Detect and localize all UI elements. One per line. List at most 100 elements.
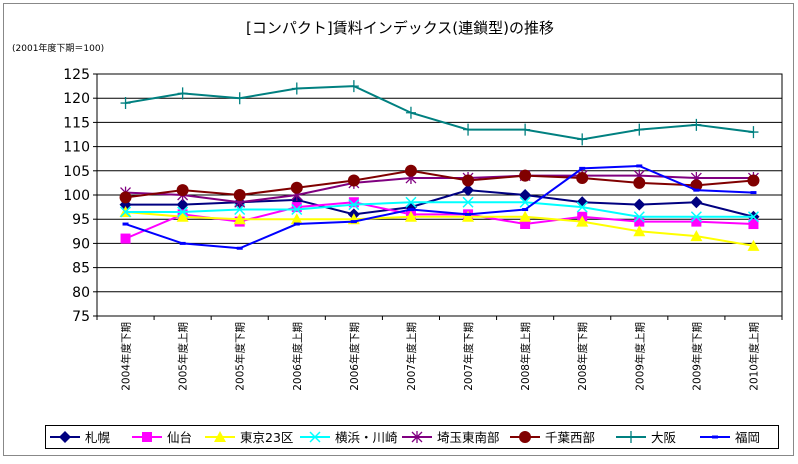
data-point [690, 211, 702, 223]
data-point [748, 126, 759, 139]
legend-label: 横浜・川崎 [335, 430, 398, 445]
y-tick-label: 75 [72, 309, 90, 325]
legend-item: 千葉西部 [510, 430, 595, 445]
data-point [234, 92, 245, 105]
y-tick-label: 85 [72, 261, 90, 277]
data-point [177, 87, 188, 100]
series-line [125, 169, 754, 199]
x-tick-label: 2006年度下期 [348, 322, 361, 391]
x-tick-label: 2010年度上期 [747, 322, 760, 391]
data-point [633, 176, 646, 189]
data-point [634, 216, 645, 227]
y-tick-label: 115 [63, 115, 90, 131]
data-point [290, 213, 303, 225]
data-point [290, 181, 303, 194]
data-point [462, 174, 475, 187]
x-tick-label: 2009年度上期 [633, 322, 646, 391]
data-point [691, 118, 702, 131]
legend-label: 大阪 [651, 430, 677, 445]
data-point [404, 164, 417, 177]
legend-item: 横浜・川崎 [300, 430, 398, 445]
legend-marker [411, 431, 423, 443]
legend-marker [142, 432, 152, 442]
data-point [120, 206, 132, 218]
legend-marker [519, 431, 531, 443]
series-line [125, 189, 754, 218]
x-tick-label: 2009年度下期 [690, 322, 703, 391]
legend: 札幌 仙台 東京23区 横浜・川崎 埼玉東南部 千葉西部 大阪 福岡 [45, 425, 779, 449]
series-6 [120, 80, 759, 146]
data-point [119, 191, 132, 204]
data-point [176, 184, 189, 197]
data-point [519, 189, 532, 201]
legend-item: 札幌 [50, 430, 111, 445]
x-tick-label: 2004年度下期 [120, 322, 133, 391]
y-tick-label: 90 [72, 236, 90, 252]
series-line [125, 85, 754, 141]
data-point [233, 213, 246, 225]
legend-marker [626, 431, 636, 443]
data-point [690, 230, 703, 242]
data-point [462, 196, 474, 208]
data-point [747, 174, 760, 187]
data-point [576, 196, 589, 209]
data-point [519, 169, 532, 182]
legend-label: 埼玉東南部 [437, 430, 500, 445]
data-point [576, 172, 589, 185]
data-point [691, 216, 702, 227]
data-point [520, 219, 531, 230]
data-point [747, 211, 759, 223]
legend-item: 東京23区 [205, 430, 293, 445]
x-tick-label: 2007年度下期 [462, 322, 475, 391]
series-line [125, 201, 754, 240]
data-point [291, 82, 302, 95]
data-point [520, 123, 531, 136]
axes: 75 80 85 90 95 100 105 110 115 120 125 2004年度下期 2005… [63, 67, 783, 391]
data-point [176, 210, 189, 222]
data-point [576, 215, 589, 227]
x-tick-label: 2008年度上期 [519, 322, 532, 391]
data-point [463, 123, 474, 136]
chart-title: [コンパクト]賃料インデックス(連鎖型)の推移 [246, 19, 554, 37]
gridlines [96, 73, 783, 317]
data-point [633, 198, 646, 211]
series-line [125, 201, 754, 218]
y-tick-label: 125 [63, 67, 90, 83]
legend-item: 仙台 [132, 430, 192, 445]
legend-marker [214, 431, 226, 442]
legend-item: 埼玉東南部 [402, 430, 500, 445]
series-5 [119, 164, 760, 204]
data-point [577, 133, 588, 146]
y-tick-label: 95 [72, 212, 90, 228]
legend-marker [309, 431, 321, 443]
data-point [120, 233, 131, 244]
x-tick-label: 2006年度上期 [291, 322, 304, 391]
data-point [291, 202, 302, 213]
chart-subtitle: (2001年度下期＝100) [12, 42, 104, 54]
series-line [125, 174, 754, 204]
y-tick-label: 100 [63, 188, 90, 204]
data-point [690, 196, 703, 209]
data-point [633, 225, 646, 237]
series-7 [122, 164, 757, 250]
data-point [348, 199, 360, 211]
y-tick-label: 80 [72, 285, 90, 301]
data-point [519, 210, 532, 222]
x-tick-label: 2008年度下期 [576, 322, 589, 391]
series-group [119, 80, 760, 251]
legend-label: 千葉西部 [545, 430, 595, 445]
legend-item: 大阪 [616, 430, 677, 445]
x-tick-label: 2007年度上期 [405, 322, 418, 391]
data-point [462, 210, 475, 222]
data-point [405, 106, 416, 119]
data-point [348, 197, 359, 208]
data-point [576, 201, 588, 213]
legend-label: 仙台 [167, 430, 192, 445]
x-tick-label: 2005年度上期 [177, 322, 190, 391]
data-point [176, 198, 189, 211]
data-point [348, 80, 359, 93]
data-point [291, 203, 303, 216]
y-tick-label: 110 [63, 140, 90, 156]
data-point [519, 196, 531, 208]
